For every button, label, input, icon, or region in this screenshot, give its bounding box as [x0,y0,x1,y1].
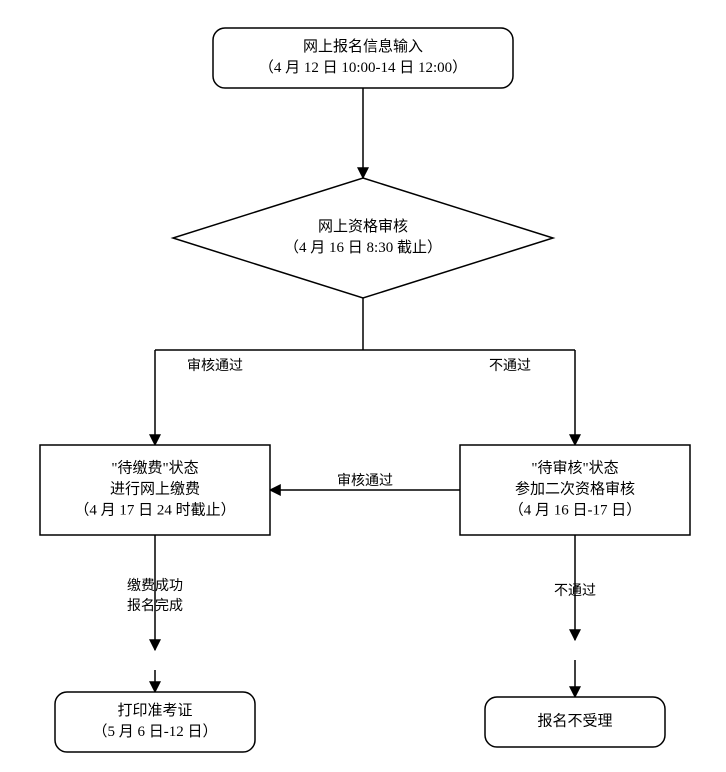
edge-label-second-to-pay: 审核通过 [337,473,393,489]
node-reject-line0: 报名不受理 [537,712,612,729]
edge-label-to-second: 不通过 [489,358,531,374]
node-print: 打印准考证 （5 月 6 日-12 日） [55,692,255,752]
edge-label-pay-to-print-1: 缴费成功 [127,578,183,594]
node-print-line0: 打印准考证 [117,702,192,719]
node-review-line0: 网上资格审核 [318,218,408,235]
edge-label-to-pay: 审核通过 [187,358,243,374]
node-pay: "待缴费"状态进行网上缴费 （4 月 17 日 24 时截止） [40,445,270,535]
node-start-line0: 网上报名信息输入 [303,38,423,55]
node-pay-line2: （4 月 17 日 24 时截止） [74,501,235,518]
edge-label-second-to-reject-1: 不通过 [554,583,596,599]
node-second-line2: （4 月 16 日-17 日） [509,501,642,518]
node-review-line1: （4 月 16 日 8:30 截止） [284,239,442,256]
node-start: 网上报名信息输入 （4 月 12 日 10:00-14 日 12:00） [213,28,513,88]
edge-label2-pay-to-print-1: 报名完成 [127,598,183,614]
node-pay-line1: 进行网上缴费 [110,480,200,497]
flowchart-canvas: 审核通过不通过审核通过缴费成功报名完成不通过网上报名信息输入（4 月 12 日 … [0,0,726,772]
node-second-line1: 参加二次资格审核 [515,480,635,497]
node-reject: 报名不受理 [485,697,665,747]
node-print-line1: （5 月 6 日-12 日） [93,723,218,740]
node-second: "待审核"状态参加二次资格审核 （4 月 16 日-17 日） [460,445,690,535]
node-pay-line0: "待缴费"状态 [111,459,198,476]
node-second-line0: "待审核"状态 [531,459,618,476]
node-review: 网上资格审核 （4 月 16 日 8:30 截止） [173,178,553,298]
node-start-line1: （4 月 12 日 10:00-14 日 12:00） [259,59,467,76]
